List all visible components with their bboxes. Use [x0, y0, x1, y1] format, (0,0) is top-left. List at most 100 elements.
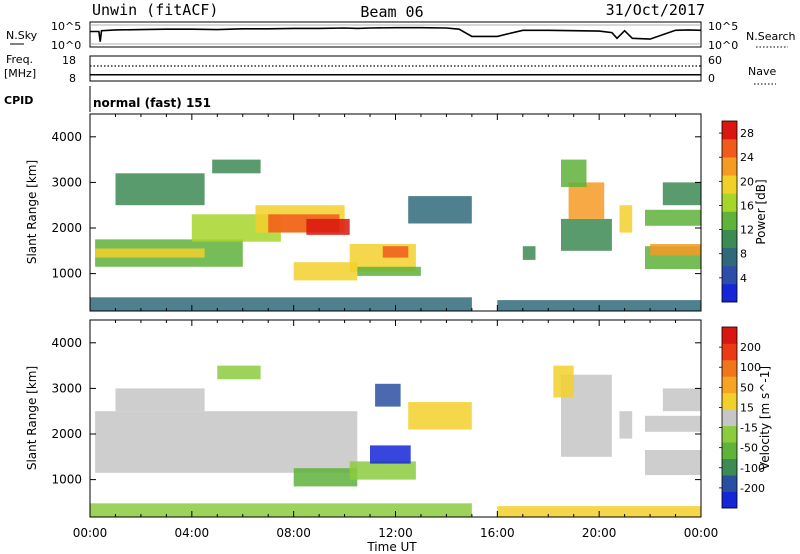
nave-tick-high: 60: [708, 54, 722, 67]
velocity-y-tick-label: 4000: [51, 336, 82, 350]
power-echo-region: [561, 218, 612, 251]
velocity-colorbar-label: Velocity [m s^-1]: [758, 366, 772, 470]
time-tick-label: 20:00: [582, 526, 617, 540]
power-y-ticks: 1000 2000 3000 4000: [51, 130, 701, 281]
velocity-echo-region: [90, 503, 472, 517]
power-echo-region: [293, 262, 358, 281]
velocity-echo-region: [217, 365, 261, 380]
power-echo-region: [212, 159, 261, 174]
time-tick-label: 00:00: [684, 526, 719, 540]
power-echo-region: [408, 196, 472, 224]
power-echo-region: [662, 182, 701, 206]
power-colorbar-segment: [722, 265, 737, 285]
nsky-label: N.Sky: [6, 29, 38, 42]
freq-tick-high: 18: [62, 54, 76, 67]
power-echo-region: [645, 209, 701, 226]
velocity-y-axis-label: Slant Range [km]: [25, 366, 39, 470]
velocity-colorbar-tick-label: -100: [740, 462, 765, 475]
velocity-colorbar-segment: [722, 458, 737, 476]
velocity-colorbar-tick-label: 200: [740, 341, 761, 354]
cpid-text: normal (fast) 151: [93, 96, 211, 110]
velocity-y-tick-label: 2000: [51, 427, 82, 441]
nave-label: Nave: [748, 65, 776, 78]
velocity-colorbar: 200 100 50 15 -15 -50 -100 -200: [719, 326, 765, 509]
power-y-axis-label: Slant Range [km]: [25, 160, 39, 264]
power-colorbar-label: Power [dB]: [754, 179, 768, 244]
velocity-echo-region: [293, 468, 358, 487]
velocity-colorbar-frame: [721, 326, 738, 509]
freq-label: Freq.: [6, 53, 33, 66]
noise-panel-frame: [89, 21, 702, 48]
velocity-colorbar-tick-label: -15: [740, 422, 758, 435]
power-echo-region: [115, 173, 205, 206]
time-tick-label: 00:00: [73, 526, 108, 540]
power-y-tick-label: 1000: [51, 267, 82, 281]
freq-panel: Freq. [MHz] 18 8 60 0 Nave: [4, 53, 776, 85]
power-colorbar-segment: [722, 175, 737, 194]
velocity-colorbar-tick-label: -200: [740, 482, 765, 495]
power-echo-region: [522, 246, 536, 260]
time-tick-label: 08:00: [276, 526, 311, 540]
power-echo-region: [357, 266, 421, 276]
velocity-y-ticks: 1000 2000 3000 4000: [51, 336, 701, 487]
power-echo-region: [619, 205, 633, 233]
power-x-ticks: [89, 114, 702, 311]
power-echo-region: [561, 159, 587, 187]
noise-panel: N.Sky 10^5 10^0 10^5 10^0 N.Search: [6, 20, 796, 52]
velocity-x-ticks: [89, 320, 702, 517]
velocity-colorbar-segment: [722, 425, 737, 443]
velocity-echo-region: [645, 415, 701, 432]
time-tick-label: 16:00: [480, 526, 515, 540]
freq-panel-frame: [89, 55, 702, 82]
nave-tick-low: 0: [708, 72, 715, 85]
nsky-trace: [90, 26, 702, 42]
power-panel: 1000 2000 3000 4000 Slant Range [km] 4 8 12 16…: [25, 113, 768, 312]
power-y-tick-label: 3000: [51, 175, 82, 189]
velocity-colorbar-tick-label: -50: [740, 442, 758, 455]
velocity-echo-region: [645, 450, 701, 476]
velocity-colorbar-tick-label: 50: [740, 381, 754, 394]
power-y-tick-label: 2000: [51, 221, 82, 235]
noise-right-tick-low: 10^0: [708, 39, 738, 52]
velocity-echo-region: [375, 383, 401, 407]
velocity-colorbar-segment: [722, 409, 737, 427]
power-colorbar-tick-label: 4: [740, 272, 747, 285]
noise-left-tick-low: 10^0: [51, 39, 81, 52]
velocity-y-tick-label: 1000: [51, 473, 82, 487]
power-colorbar-segment: [722, 157, 737, 176]
noise-right-tick-high: 10^5: [708, 20, 738, 33]
power-echo-region: [568, 182, 605, 219]
date-title: 31/Oct/2017: [606, 1, 705, 19]
power-colorbar-tick-label: 16: [740, 199, 754, 212]
velocity-echo-region: [349, 461, 416, 480]
velocity-colorbar-tick-label: 15: [740, 401, 754, 414]
velocity-colorbar-segment: [722, 359, 737, 377]
power-colorbar-segment: [722, 121, 737, 140]
power-echo-region: [306, 218, 350, 235]
velocity-colorbar-segment: [722, 392, 737, 410]
time-axis: 00:00 04:00 08:00 12:00 16:00 20:00 00:00: [73, 526, 719, 540]
power-colorbar: 4 8 12 16 20 24 28: [719, 120, 754, 303]
velocity-echo-region: [619, 411, 633, 439]
velocity-colorbar-segment: [722, 327, 737, 344]
beam-title: Beam 06: [360, 3, 423, 21]
velocity-echo-region: [115, 388, 205, 412]
radar-title: Unwin (fitACF): [92, 1, 218, 19]
cpid-label: CPID: [4, 94, 33, 107]
noise-left-tick-high: 10^5: [51, 20, 81, 33]
velocity-echo-region: [370, 445, 411, 464]
velocity-colorbar-segment: [722, 442, 737, 459]
power-colorbar-segment: [722, 283, 737, 303]
freq-units-label: [MHz]: [4, 67, 36, 80]
power-colorbar-tick-label: 12: [740, 224, 754, 237]
power-colorbar-tick-label: 20: [740, 175, 754, 188]
power-y-tick-label: 4000: [51, 130, 82, 144]
power-colorbar-segment: [722, 211, 737, 230]
power-plot-area: [90, 114, 701, 311]
velocity-colorbar-segment: [722, 376, 737, 394]
power-echo-region: [95, 248, 205, 258]
power-colorbar-segment: [722, 247, 737, 267]
time-axis-label: Time UT: [366, 540, 417, 554]
power-echo-region: [650, 244, 701, 256]
